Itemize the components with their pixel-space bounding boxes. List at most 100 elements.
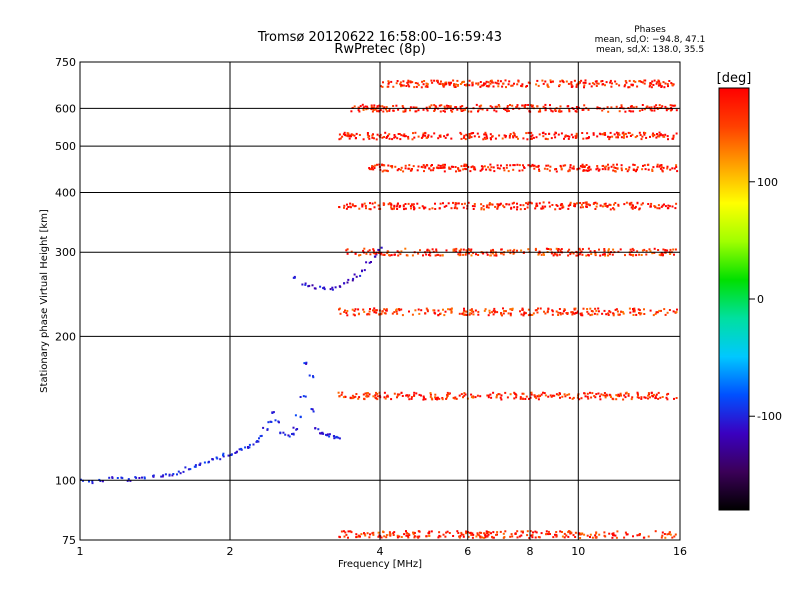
echo-point bbox=[601, 109, 604, 112]
echo-point bbox=[489, 254, 492, 257]
echo-point bbox=[435, 79, 438, 82]
echo-point bbox=[379, 253, 382, 256]
echo-point bbox=[388, 133, 391, 136]
echo-point bbox=[452, 79, 455, 82]
echo-point bbox=[424, 85, 427, 88]
echo-point bbox=[612, 314, 615, 317]
echo-point bbox=[293, 276, 296, 279]
echo-point bbox=[463, 167, 466, 170]
echo-point bbox=[472, 395, 475, 398]
echo-point bbox=[634, 206, 637, 209]
echo-point bbox=[333, 437, 336, 440]
echo-point bbox=[443, 105, 446, 108]
echo-point bbox=[606, 394, 609, 397]
echo-point bbox=[288, 435, 291, 438]
echo-point bbox=[411, 138, 414, 141]
echo-point bbox=[553, 394, 556, 397]
echo-point bbox=[586, 132, 589, 135]
echo-point bbox=[465, 164, 468, 167]
echo-point bbox=[396, 396, 398, 399]
echo-point bbox=[311, 284, 314, 287]
echo-point bbox=[388, 109, 391, 112]
echo-point bbox=[581, 163, 584, 166]
echo-point bbox=[346, 248, 349, 251]
echo-point bbox=[402, 110, 405, 113]
echo-point bbox=[562, 164, 565, 167]
echo-point bbox=[482, 84, 485, 87]
echo-point bbox=[586, 308, 589, 310]
echo-point bbox=[537, 307, 539, 310]
echo-point bbox=[369, 308, 371, 310]
echo-point bbox=[596, 135, 599, 138]
echo-point bbox=[463, 83, 466, 86]
echo-point bbox=[548, 169, 551, 172]
echo-point bbox=[673, 397, 675, 400]
echo-point bbox=[88, 480, 90, 483]
echo-point bbox=[545, 533, 547, 536]
echo-point bbox=[554, 108, 557, 111]
echo-point bbox=[483, 133, 486, 136]
echo-point bbox=[494, 310, 497, 313]
echo-point bbox=[585, 254, 588, 257]
echo-point bbox=[376, 163, 378, 166]
echo-point bbox=[574, 135, 577, 138]
echo-point bbox=[459, 131, 462, 134]
echo-point bbox=[393, 392, 396, 395]
echo-point bbox=[635, 170, 637, 173]
echo-point bbox=[672, 134, 675, 137]
echo-point bbox=[468, 84, 471, 87]
echo-point bbox=[573, 79, 576, 82]
echo-point bbox=[491, 536, 494, 539]
echo-point bbox=[524, 104, 527, 106]
echo-point bbox=[313, 287, 316, 290]
echo-point bbox=[462, 248, 465, 251]
echo-point bbox=[483, 82, 485, 85]
y-tick-label: 500 bbox=[55, 140, 76, 153]
echo-point bbox=[561, 531, 563, 533]
echo-point bbox=[447, 308, 449, 311]
echo-point bbox=[544, 80, 547, 83]
echo-point bbox=[582, 108, 585, 111]
echo-point bbox=[588, 169, 590, 172]
echo-point bbox=[425, 307, 428, 310]
echo-point bbox=[485, 135, 488, 138]
x-tick-label: 1 bbox=[77, 545, 84, 558]
echo-point bbox=[557, 110, 560, 113]
echo-point bbox=[439, 164, 442, 167]
echo-point bbox=[554, 136, 557, 139]
echo-point bbox=[236, 450, 238, 453]
echo-point bbox=[371, 110, 374, 113]
echo-point bbox=[583, 84, 586, 87]
echo-point bbox=[410, 396, 413, 399]
echo-point bbox=[541, 79, 544, 82]
echo-point bbox=[548, 205, 551, 208]
echo-point bbox=[496, 82, 499, 85]
echo-point bbox=[516, 206, 519, 209]
echo-point bbox=[422, 398, 425, 401]
echo-point bbox=[398, 133, 401, 135]
echo-point bbox=[465, 133, 468, 136]
echo-point bbox=[469, 312, 472, 315]
echo-point bbox=[608, 138, 611, 141]
colorbar-tick-label: 0 bbox=[757, 293, 764, 306]
echo-point bbox=[495, 253, 498, 256]
echo-point bbox=[668, 80, 671, 82]
echo-point bbox=[375, 391, 377, 394]
echo-point bbox=[520, 84, 523, 87]
echo-point bbox=[492, 248, 494, 251]
echo-point bbox=[334, 286, 337, 289]
echo-point bbox=[669, 533, 672, 536]
echo-point bbox=[555, 247, 558, 250]
echo-point bbox=[388, 137, 391, 140]
echo-point bbox=[340, 393, 343, 396]
echo-point bbox=[636, 392, 639, 395]
echo-point bbox=[344, 134, 347, 136]
echo-point bbox=[615, 398, 618, 401]
echo-point bbox=[434, 254, 437, 257]
echo-point bbox=[583, 104, 586, 107]
echo-point bbox=[547, 395, 550, 398]
echo-point bbox=[568, 169, 571, 172]
echo-point bbox=[260, 434, 263, 437]
echo-point bbox=[534, 207, 537, 210]
echo-point bbox=[585, 137, 588, 140]
